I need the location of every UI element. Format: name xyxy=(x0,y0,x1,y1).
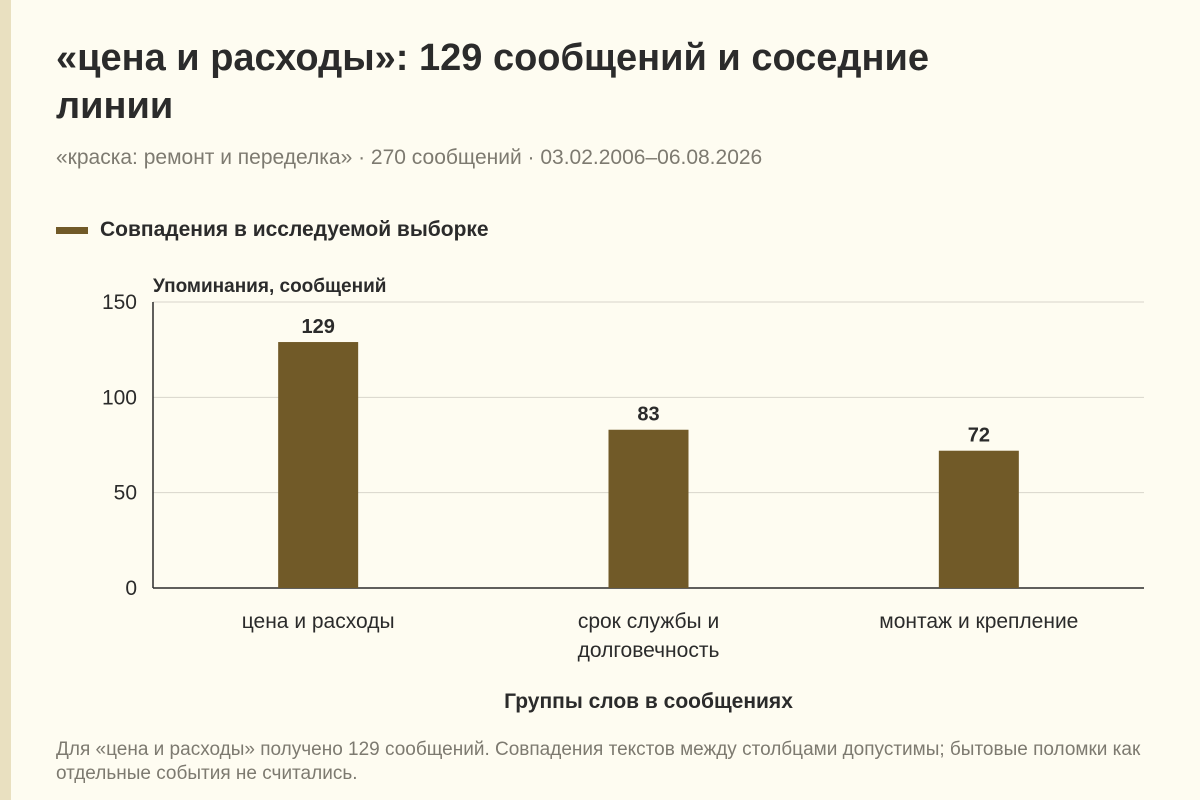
y-tick-label: 100 xyxy=(102,386,137,409)
bar-value-label: 72 xyxy=(968,425,990,447)
bar xyxy=(278,342,359,588)
footnote: Для «цена и расходы» получено 129 сообще… xyxy=(56,739,1141,784)
x-tick-label: монтаж и крепление xyxy=(879,610,1078,633)
y-axis-label: Упоминания, сообщений xyxy=(153,276,386,297)
bar xyxy=(608,429,689,588)
legend-label: Совпадения в исследуемой выборке xyxy=(100,218,489,241)
legend-swatch xyxy=(56,226,88,234)
chart-subtitle: «краска: ремонт и переделка» · 270 сообщ… xyxy=(56,146,763,169)
y-tick-label: 150 xyxy=(102,291,137,314)
bar-value-label: 129 xyxy=(301,316,334,338)
y-tick-label: 50 xyxy=(114,482,137,505)
y-tick-label: 0 xyxy=(125,577,137,600)
bar xyxy=(938,450,1019,588)
x-tick-label: срок службы и xyxy=(578,610,719,633)
x-tick-label: цена и расходы xyxy=(242,610,395,633)
bar-value-label: 83 xyxy=(637,404,659,426)
chart-title: «цена и расходы»: 129 сообщений и соседн… xyxy=(56,37,929,127)
legend: Совпадения в исследуемой выборке xyxy=(56,218,489,242)
x-axis-label: Группы слов в сообщениях xyxy=(504,690,793,713)
side-strip xyxy=(0,0,11,800)
x-tick-label: долговечность xyxy=(578,639,720,662)
